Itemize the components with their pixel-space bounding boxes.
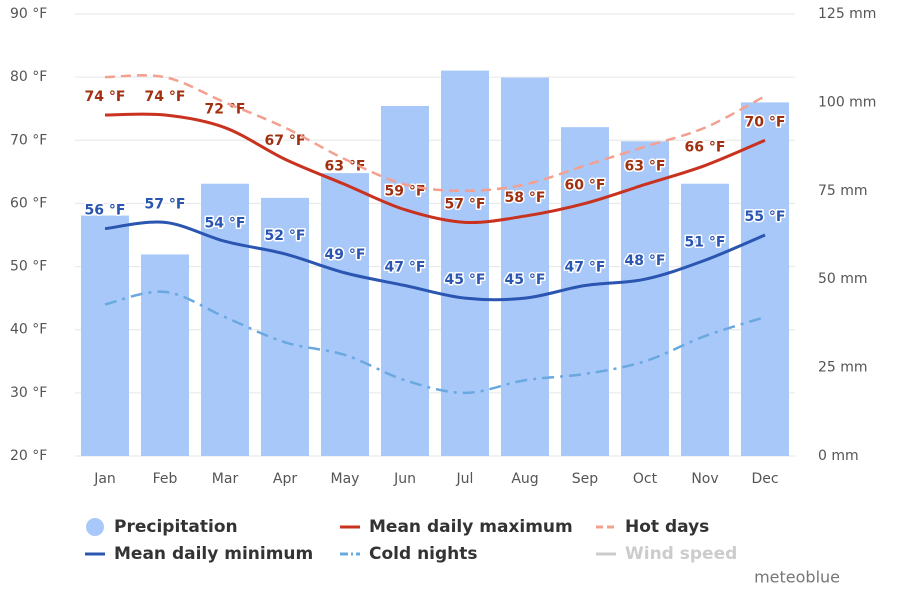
line (104, 112, 766, 225)
value-label: 63 °F (325, 158, 366, 174)
value-label: 47 °F (385, 260, 426, 276)
bar (321, 173, 369, 456)
x-tick-label: Jul (456, 471, 474, 487)
value-label: 45 °F (445, 272, 486, 288)
value-label: 60 °F (565, 177, 606, 193)
value-label: 59 °F (385, 184, 426, 200)
y-tick-label: 20 °F (10, 448, 47, 464)
legend-label: Precipitation (114, 517, 238, 537)
value-label: 57 °F (145, 196, 186, 212)
y2-tick-label: 125 mm (818, 6, 876, 22)
value-label: 56 °F (85, 203, 126, 219)
x-tick-label: Dec (751, 471, 778, 487)
bar (201, 183, 249, 456)
bar (141, 254, 189, 456)
x-tick-label: Aug (511, 471, 538, 487)
value-label: 66 °F (685, 140, 726, 156)
bar (621, 141, 669, 456)
line (104, 220, 766, 302)
value-label: 49 °F (325, 247, 366, 263)
x-tick-label: Feb (153, 471, 178, 487)
value-label: 58 °F (505, 190, 546, 206)
line (104, 74, 766, 193)
x-tick-label: Jan (93, 471, 116, 487)
y-tick-label: 50 °F (10, 259, 47, 275)
value-label: 74 °F (145, 89, 186, 105)
credit: meteoblue (754, 568, 840, 587)
legend-label: Wind speed (625, 544, 737, 564)
value-label: 48 °F (625, 253, 666, 269)
value-label: 74 °F (85, 89, 126, 105)
y-tick-label: 90 °F (10, 6, 47, 22)
y2-tick-label: 0 mm (818, 448, 859, 464)
bar (441, 70, 489, 457)
value-label: 51 °F (685, 234, 726, 250)
value-label: 63 °F (625, 158, 666, 174)
value-label: 45 °F (505, 272, 546, 288)
y-tick-label: 30 °F (10, 385, 47, 401)
y2-tick-label: 50 mm (818, 271, 868, 287)
y2-tick-label: 25 mm (818, 360, 868, 376)
value-label: 72 °F (205, 102, 246, 118)
value-label: 70 °F (745, 114, 786, 130)
x-tick-label: Apr (273, 471, 297, 487)
bar (681, 183, 729, 456)
legend-label: Mean daily maximum (369, 517, 573, 537)
bar (561, 127, 609, 456)
legend-label: Cold nights (369, 544, 478, 564)
value-label: 67 °F (265, 133, 306, 149)
x-tick-label: Nov (691, 471, 718, 487)
legend-label: Hot days (625, 517, 709, 537)
y2-tick-label: 75 mm (818, 183, 868, 199)
value-label: 54 °F (205, 215, 246, 231)
bar (261, 197, 309, 456)
legend-symbol (86, 518, 104, 536)
value-label: 57 °F (445, 196, 486, 212)
line (104, 290, 766, 395)
y-tick-label: 40 °F (10, 322, 47, 338)
x-tick-label: Sep (572, 471, 599, 487)
bar (81, 215, 129, 456)
x-tick-label: Oct (633, 471, 658, 487)
legend-label: Mean daily minimum (114, 544, 313, 564)
value-label: 55 °F (745, 209, 786, 225)
y-tick-label: 70 °F (10, 132, 47, 148)
y-tick-label: 80 °F (10, 69, 47, 85)
x-tick-label: Jun (393, 471, 416, 487)
bar (741, 102, 789, 457)
value-label: 47 °F (565, 260, 606, 276)
x-tick-label: Mar (212, 471, 239, 487)
y2-tick-label: 100 mm (818, 94, 876, 110)
x-tick-label: May (331, 471, 360, 487)
y-tick-label: 60 °F (10, 195, 47, 211)
bar (501, 77, 549, 456)
value-label: 52 °F (265, 228, 306, 244)
